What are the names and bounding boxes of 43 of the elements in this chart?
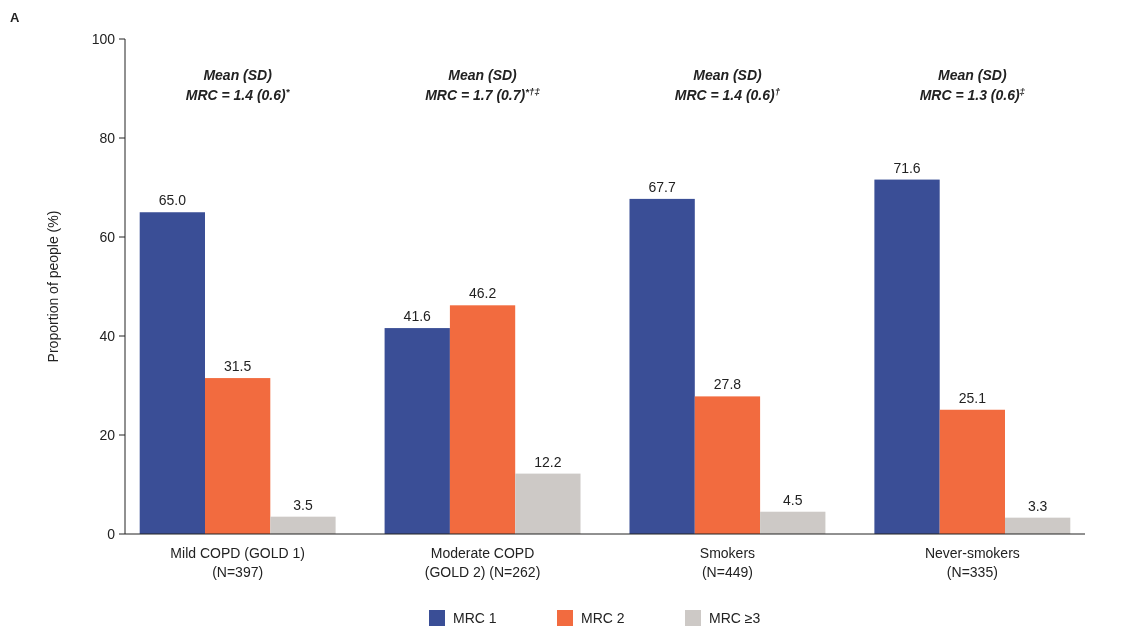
- bar: [874, 179, 940, 534]
- y-tick-label: 80: [99, 129, 116, 146]
- x-tick-label: Moderate COPD (GOLD 2) (N=262): [424, 545, 541, 580]
- bar: [760, 511, 826, 534]
- data-label: 46.2: [468, 285, 497, 302]
- data-label: 31.5: [224, 358, 252, 375]
- legend-label: MRC ≥3: [709, 609, 761, 626]
- data-label: 41.6: [403, 308, 432, 325]
- y-tick-label: 100: [91, 30, 116, 47]
- data-label: 25.1: [958, 389, 987, 406]
- annotation: Mean (SD) MRC = 1.4 (0.6)$^{†}$: [674, 67, 781, 103]
- x-tick-label: Never-smokers (N=335): [924, 545, 1020, 580]
- bar: [449, 305, 516, 534]
- y-axis-title: Proportion of people (%): [45, 210, 61, 363]
- text: A: [10, 10, 20, 25]
- data-label: 71.6: [893, 159, 921, 176]
- bar: [694, 396, 761, 534]
- data-label: 3.5: [293, 496, 313, 513]
- annotation: Mean (SD) MRC = 1.7 (0.7)$^{*†‡}$: [425, 67, 541, 103]
- x-tick-label: Mild COPD (GOLD 1) (N=397): [170, 545, 305, 580]
- data-label: 12.2: [534, 453, 562, 470]
- y-tick-label: 0: [107, 525, 116, 542]
- data-label: 4.5: [783, 491, 803, 508]
- bar: [939, 409, 1005, 534]
- bar: [629, 198, 695, 534]
- bar: [205, 378, 271, 534]
- data-label: 3.3: [1027, 497, 1048, 514]
- bar: [515, 473, 581, 534]
- annotation: Mean (SD) MRC = 1.4 (0.6)$^{*}$: [185, 67, 291, 103]
- legend-label: MRC 2: [581, 609, 625, 626]
- data-label: 67.7: [648, 178, 676, 195]
- x-tick-label: Smokers (N=449): [699, 545, 756, 580]
- y-tick-label: 60: [99, 228, 116, 245]
- y-tick-label: 20: [99, 426, 116, 443]
- data-label: 65.0: [158, 192, 187, 209]
- data-label: 27.8: [713, 376, 742, 393]
- annotation: Mean (SD) MRC = 1.3 (0.6)$^{‡}$: [919, 67, 1026, 103]
- bar: [139, 212, 205, 534]
- legend-label: MRC 1: [453, 609, 497, 626]
- bar: [384, 328, 450, 534]
- bar: [270, 516, 336, 534]
- bar: [1005, 517, 1071, 534]
- y-tick-label: 40: [99, 327, 116, 344]
